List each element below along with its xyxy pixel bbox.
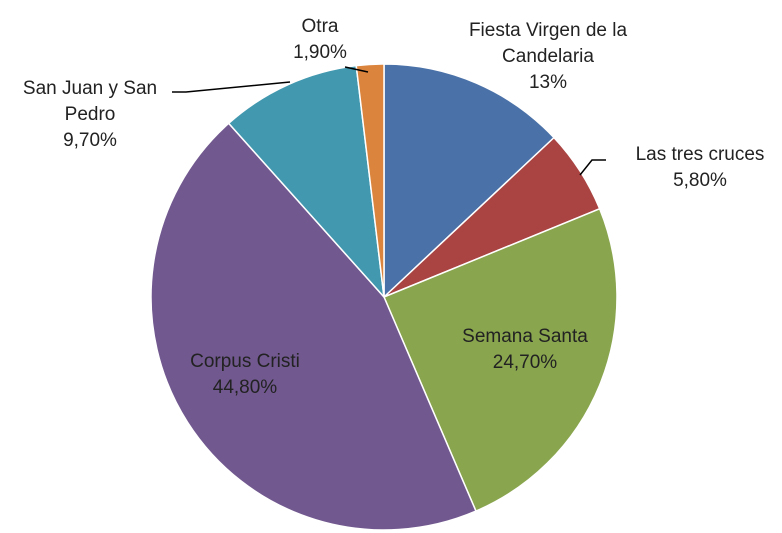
value-label: 13% [528, 72, 568, 93]
category-label: San Juan y San Pedro [22, 78, 158, 125]
pie-slice [355, 63, 385, 298]
leader-line [172, 81, 291, 93]
pie-slice [150, 122, 477, 531]
pie-slice [383, 63, 556, 299]
pie-slice [383, 207, 618, 513]
pie-slice [227, 64, 386, 300]
category-label: Las tres cruces [635, 144, 765, 165]
slice-label: Semana Santa 24,70% [435, 324, 615, 376]
slice-label: Corpus Cristi 44,80% [165, 349, 325, 401]
category-label: Semana Santa [462, 326, 588, 347]
value-label: 5,80% [673, 170, 727, 191]
category-label: Corpus Cristi [190, 351, 300, 372]
slice-label: Fiesta Virgen de la Candelaria 13% [448, 18, 648, 96]
slice-label: Las tres cruces 5,80% [615, 142, 782, 194]
leader-line [579, 159, 606, 176]
value-label: 44,80% [212, 377, 278, 398]
category-label: Fiesta Virgen de la Candelaria [468, 20, 628, 67]
value-label: 1,90% [293, 42, 347, 63]
leader-line [344, 66, 369, 73]
value-label: 9,70% [63, 130, 117, 151]
slice-label: Otra 1,90% [280, 14, 360, 66]
category-label: Otra [301, 16, 339, 37]
slice-label: San Juan y San Pedro 9,70% [5, 76, 175, 154]
value-label: 24,70% [492, 352, 558, 373]
